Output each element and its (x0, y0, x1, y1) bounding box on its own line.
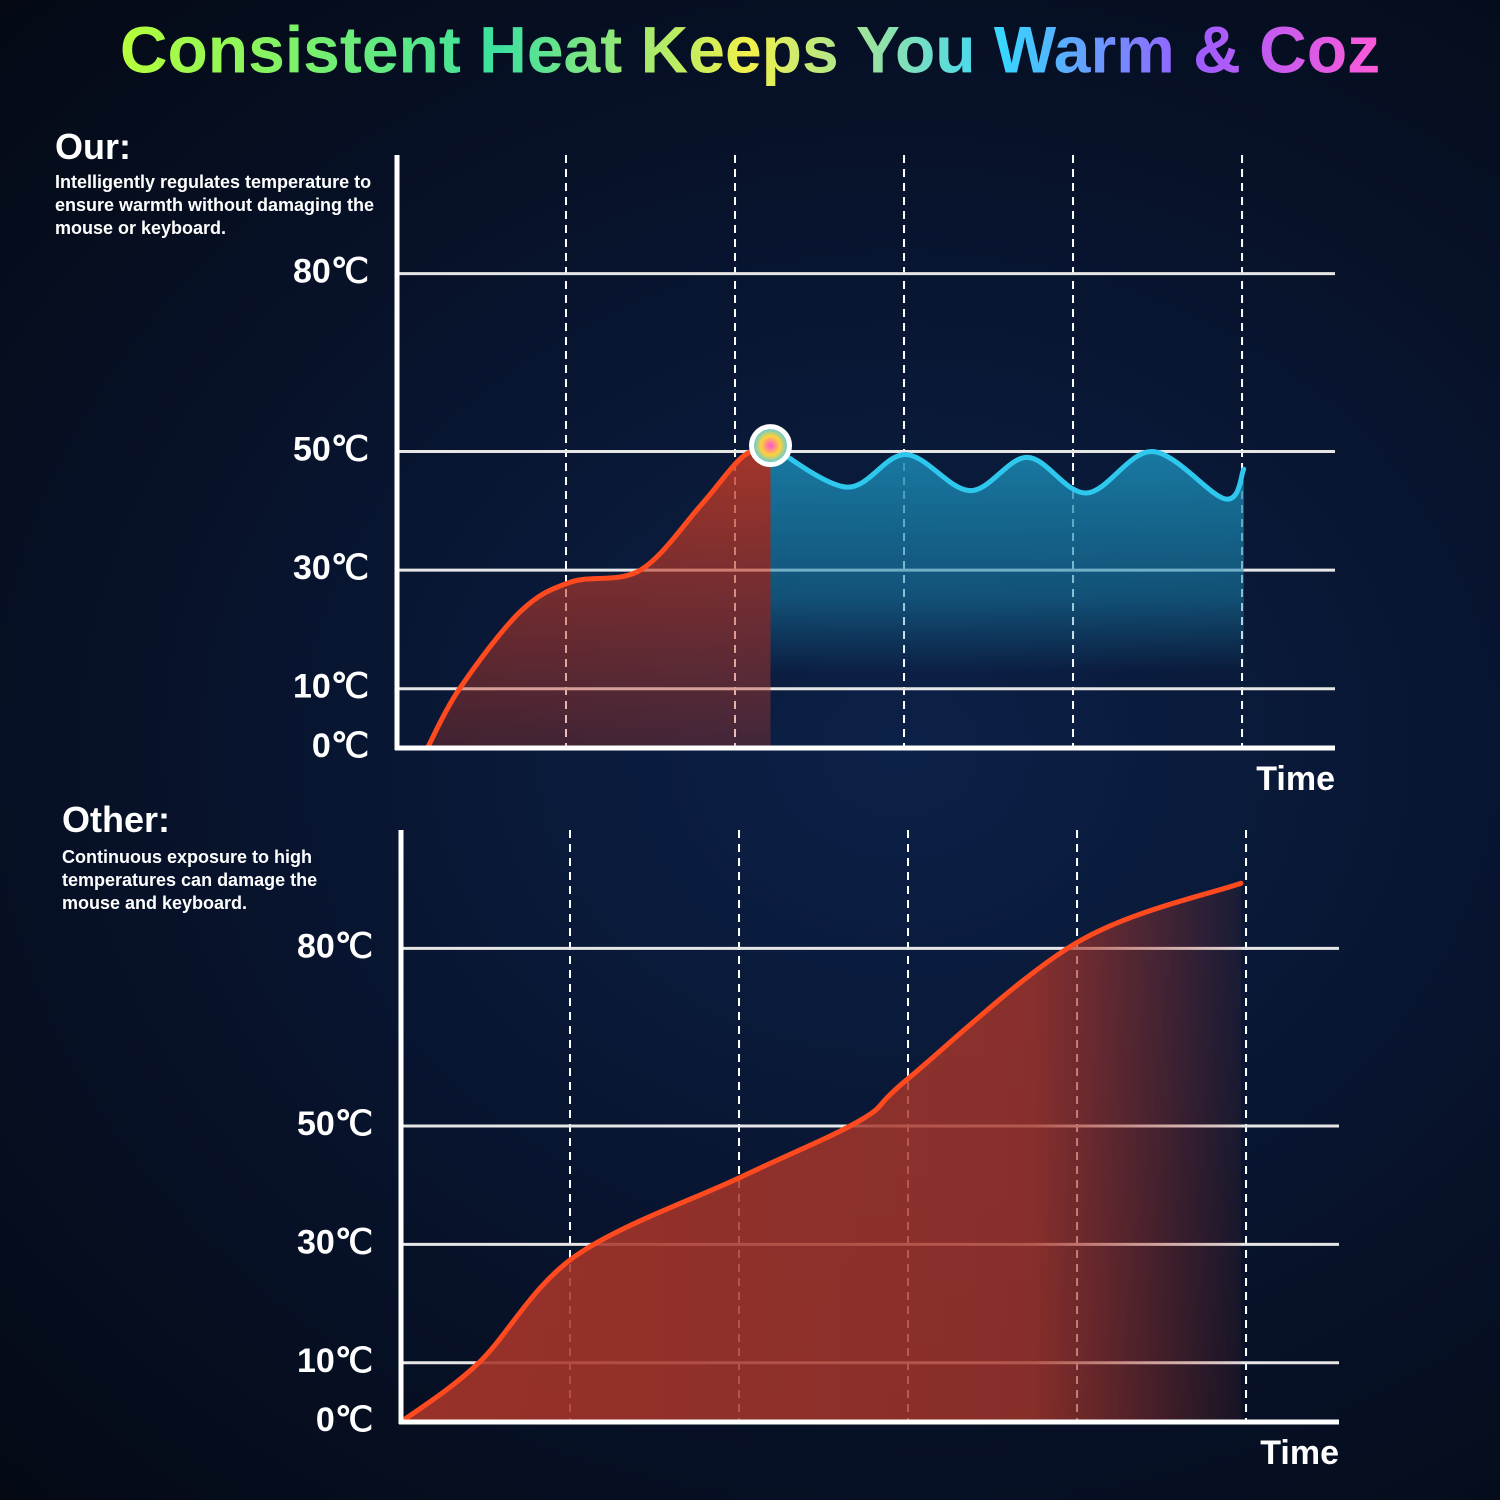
y-tick-label: 50℃ (297, 1105, 373, 1143)
description: Continuous exposure to high temperatures… (62, 847, 318, 913)
junction-dot (749, 424, 793, 468)
x-axis-label: Time (1256, 760, 1335, 798)
line (768, 443, 1247, 502)
y-tick-label: 80℃ (293, 253, 369, 291)
line (398, 880, 1244, 1425)
y-tick-label: 50℃ (293, 430, 369, 468)
y-tick-label: 0℃ (312, 727, 369, 765)
x-axis-label: Time (1260, 1434, 1339, 1472)
y-tick-label: 10℃ (293, 668, 369, 706)
line (424, 443, 774, 751)
y-tick-label: 0℃ (316, 1401, 373, 1439)
description: Intelligently regulates temperature to e… (55, 172, 375, 238)
heading: Our: (55, 126, 131, 167)
area (427, 445, 771, 748)
y-tick-label: 80℃ (297, 927, 373, 965)
title: Consistent Heat Keeps You Warm & Coz (120, 12, 1380, 86)
y-tick-label: 30℃ (293, 549, 369, 587)
y-tick-label: 30℃ (297, 1223, 373, 1261)
heading: Other: (62, 799, 170, 840)
area (401, 883, 1241, 1422)
y-tick-label: 10℃ (297, 1342, 373, 1380)
area (770, 445, 1244, 748)
